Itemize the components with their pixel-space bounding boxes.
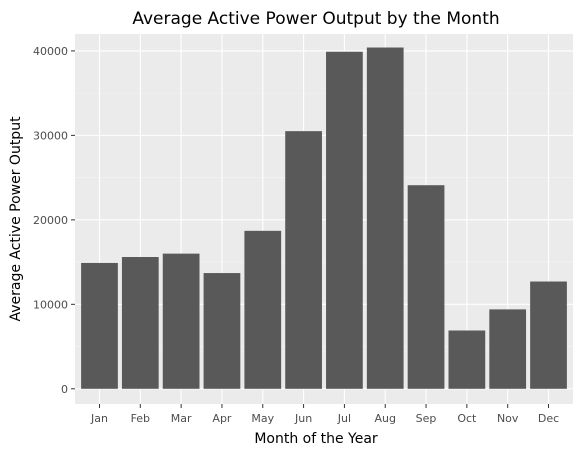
- bar-jul: [326, 51, 363, 389]
- bar-aug: [366, 47, 404, 389]
- x-tick-label-nov: Nov: [497, 412, 519, 425]
- x-tick-label-apr: Apr: [212, 412, 232, 425]
- bar-apr: [203, 273, 241, 389]
- x-tick-label-may: May: [251, 412, 274, 425]
- x-axis-title: Month of the Year: [254, 431, 378, 447]
- y-axis-title: Average Active Power Output: [8, 116, 24, 322]
- y-tick-label: 10000: [33, 298, 68, 311]
- bar-dec: [530, 281, 567, 389]
- x-tick-label-mar: Mar: [171, 412, 192, 425]
- x-tick-label-oct: Oct: [457, 412, 477, 425]
- y-axis: 0 10000 20000 30000 40000: [33, 45, 75, 396]
- x-tick-label-jul: Jul: [337, 412, 351, 425]
- x-axis: Jan Feb Mar Apr May Jun Jul Aug Sep Oct Nov Dec: [90, 404, 559, 425]
- y-tick-label: 0: [61, 383, 68, 396]
- bar-feb: [121, 257, 159, 389]
- bar-jun: [285, 131, 322, 389]
- bar-sep: [407, 185, 445, 389]
- chart-title: Average Active Power Output by the Month: [132, 9, 499, 29]
- bar-jan: [81, 262, 118, 389]
- bar-mar: [162, 253, 200, 389]
- bar-nov: [489, 309, 527, 389]
- x-tick-label-jan: Jan: [90, 412, 108, 425]
- bar-may: [244, 230, 282, 389]
- y-tick-label: 20000: [33, 214, 68, 227]
- bar-oct: [448, 330, 486, 389]
- y-tick-label: 30000: [33, 129, 68, 142]
- x-tick-label-feb: Feb: [131, 412, 150, 425]
- x-tick-label-dec: Dec: [538, 412, 559, 425]
- x-tick-label-aug: Aug: [374, 412, 395, 425]
- x-tick-label-sep: Sep: [416, 412, 437, 425]
- x-tick-label-jun: Jun: [294, 412, 312, 425]
- y-tick-label: 40000: [33, 45, 68, 58]
- bars: [81, 47, 567, 389]
